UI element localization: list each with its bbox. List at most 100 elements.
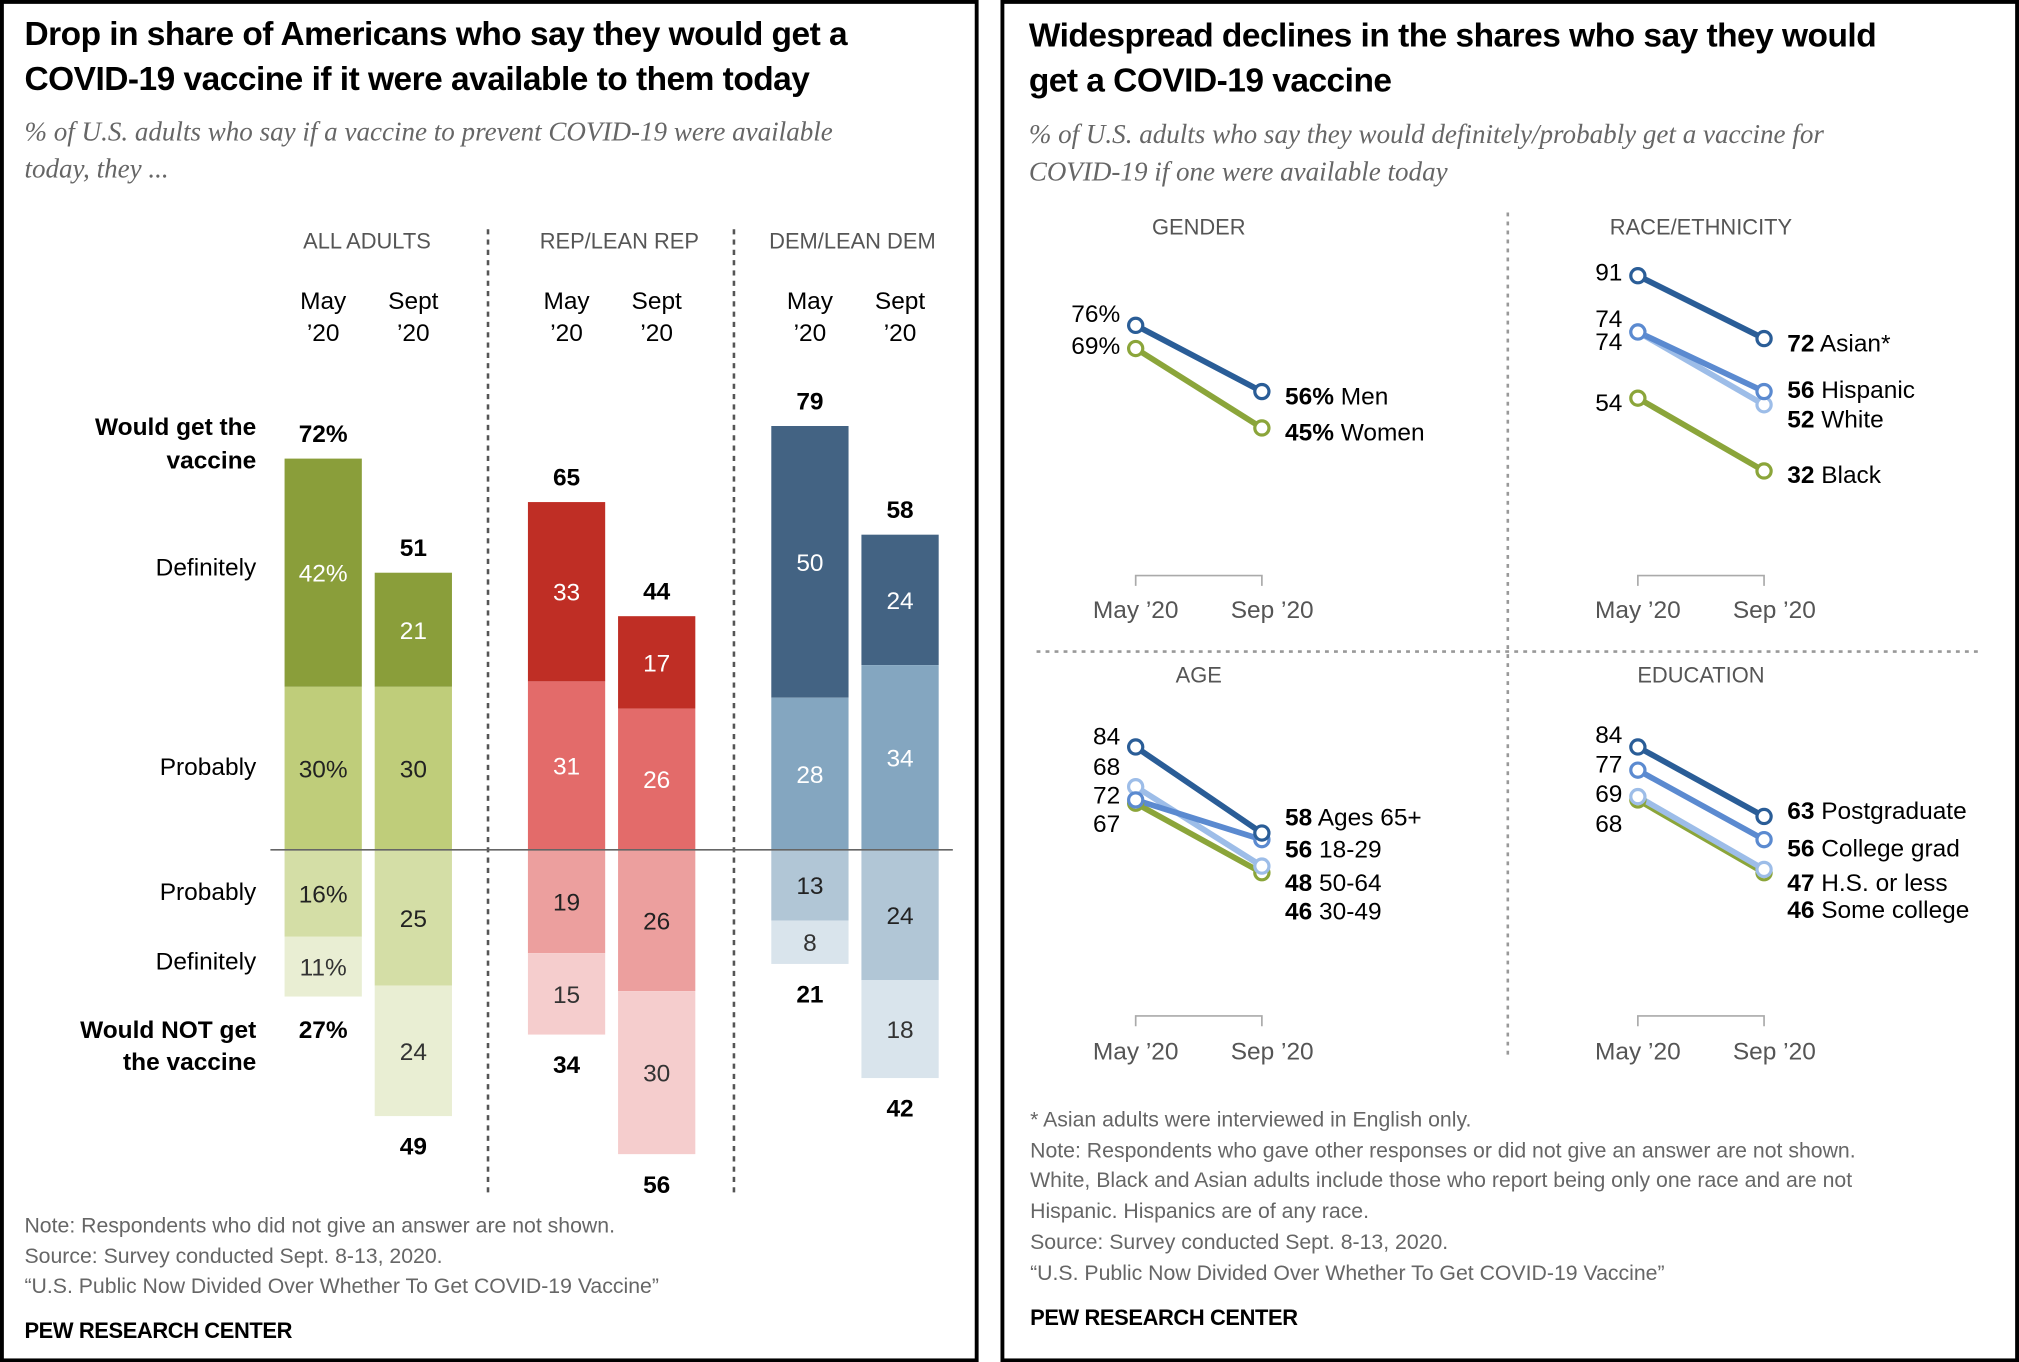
bar-segment-probably-not: [618, 849, 696, 992]
segment-value-label: 8: [803, 930, 817, 957]
sep-value: 47: [1787, 870, 1814, 897]
bar-segment-probably: [861, 665, 939, 850]
may-value-label: 91: [1595, 260, 1622, 287]
right-title-line: get a COVID-19 vaccine: [1028, 60, 1392, 100]
sep-value-label: 63 Postgraduate: [1787, 798, 1966, 825]
segment-value-label: 18: [886, 1017, 913, 1044]
bar-segment-probably-not: [374, 849, 452, 986]
sep-value-label: 32 Black: [1787, 462, 1882, 489]
x-tick-label: May ’20: [1093, 597, 1179, 624]
may-value-label: 54: [1595, 390, 1622, 417]
data-point-sep: [1755, 830, 1773, 849]
sep-value-label: 56% Men: [1285, 383, 1388, 410]
data-point-sep: [1755, 462, 1773, 480]
segment-value-label: 19: [553, 889, 580, 916]
series-line: [1134, 800, 1264, 876]
may-value-label: 67: [1093, 811, 1120, 838]
right-title-line: Widespread declines in the shares who sa…: [1028, 15, 1877, 55]
report-title-line: “U.S. Public Now Divided Over Whether To…: [24, 1275, 659, 1299]
segment-value-label: 30: [400, 756, 427, 783]
series-line: [1134, 346, 1264, 431]
may-value-label: 76%: [1071, 301, 1120, 328]
series-line: [1636, 744, 1766, 820]
x-tick-label: May ’20: [1093, 1039, 1179, 1066]
period-label: Sept: [388, 288, 439, 315]
period-label: ’20: [884, 320, 917, 347]
sep-value-label: 52 White: [1787, 406, 1884, 433]
segment-value-label: 24: [886, 588, 913, 615]
x-axis-bracket: [1637, 1015, 1765, 1027]
data-point-may: [1629, 323, 1647, 341]
may-value-label: 72: [1093, 782, 1120, 809]
segment-value-label: 17: [643, 650, 670, 677]
sep-value-label: 56 Hispanic: [1787, 377, 1915, 404]
series-name: H.S. or less: [1814, 870, 1947, 897]
left-subtitle-line: % of U.S. adults who say if a vaccine to…: [24, 115, 833, 147]
panel-title: EDUCATION: [1637, 662, 1764, 687]
data-point-may: [1629, 738, 1647, 756]
period-label: ’20: [550, 320, 583, 347]
left-notes: Note: Respondents who did not give an an…: [24, 1212, 658, 1304]
segment-value-label: 16%: [299, 881, 348, 908]
left-title-line: Drop in share of Americans who say they …: [24, 14, 848, 53]
sep-value: 46: [1285, 898, 1312, 925]
right-title: Widespread declines in the shares who sa…: [1028, 13, 1877, 103]
bar-segment-definitely-not: [861, 980, 939, 1079]
group-header: ALL ADULTS: [303, 229, 431, 254]
total-would-get-label: 79: [796, 388, 823, 415]
data-point-may: [1126, 316, 1145, 335]
total-would-get-label: 58: [886, 497, 913, 524]
may-value-label: 68: [1595, 811, 1622, 838]
total-would-not-label: 49: [400, 1134, 427, 1161]
segment-value-label: 50: [796, 550, 823, 577]
x-tick-label: Sep ’20: [1733, 597, 1816, 624]
series-name: 30-49: [1312, 898, 1381, 925]
segment-value-label: 24: [886, 903, 913, 930]
segment-value-label: 30%: [299, 756, 348, 783]
period-label: ’20: [397, 320, 430, 347]
bar-segment-definitely: [374, 572, 452, 687]
sep-value-label: 47 H.S. or less: [1787, 870, 1947, 897]
bar-segment-probably-not: [771, 849, 849, 921]
bar-segment-definitely: [284, 458, 362, 687]
total-would-get-label: 65: [553, 464, 580, 491]
period-label: May: [300, 288, 347, 315]
segment-value-label: 15: [553, 982, 580, 1009]
left-subtitle: % of U.S. adults who say if a vaccine to…: [24, 113, 832, 188]
sep-value: 63: [1787, 798, 1814, 825]
data-point-sep: [1253, 382, 1271, 401]
series-name: Men: [1334, 383, 1388, 410]
right-subtitle-line: COVID-19 if one were available today: [1028, 155, 1448, 187]
sep-value-label: 56 College grad: [1787, 835, 1960, 862]
series-line: [1134, 797, 1263, 843]
segment-value-label: 30: [643, 1061, 670, 1088]
period-label: ’20: [794, 320, 827, 347]
right-subtitle: % of U.S. adults who say they would defi…: [1029, 116, 1824, 191]
series-line: [1636, 329, 1766, 395]
bar-segment-definitely: [618, 616, 696, 709]
note-line: White, Black and Asian adults include th…: [1030, 1169, 1853, 1193]
row-label-would-get: vaccine: [167, 448, 257, 475]
data-point-sep: [1755, 329, 1773, 348]
total-would-not-label: 34: [553, 1052, 581, 1079]
data-point-sep: [1253, 857, 1271, 875]
series-name: College grad: [1814, 835, 1959, 862]
row-label-definitely-not: Definitely: [156, 949, 257, 976]
may-value-label: 84: [1595, 722, 1622, 749]
segment-value-label: 11%: [300, 955, 347, 982]
bar-segment-probably-not: [527, 849, 606, 954]
sep-value: 48: [1285, 870, 1312, 897]
segment-value-label: 25: [400, 906, 427, 933]
series-line: [1636, 273, 1766, 342]
may-value-label: 74: [1595, 306, 1622, 333]
segment-value-label: 31: [553, 754, 580, 781]
bar-segment-definitely: [527, 502, 606, 682]
right-chart-panel: [1000, 0, 2019, 1362]
sep-value: 32: [1787, 462, 1814, 489]
sep-value: 45%: [1285, 419, 1334, 446]
data-point-may: [1126, 339, 1145, 358]
may-value-label: 74: [1595, 329, 1622, 356]
right-subtitle-line: % of U.S. adults who say they would defi…: [1028, 118, 1824, 150]
data-point-may: [1629, 267, 1647, 285]
x-axis-bracket: [1134, 1015, 1263, 1027]
